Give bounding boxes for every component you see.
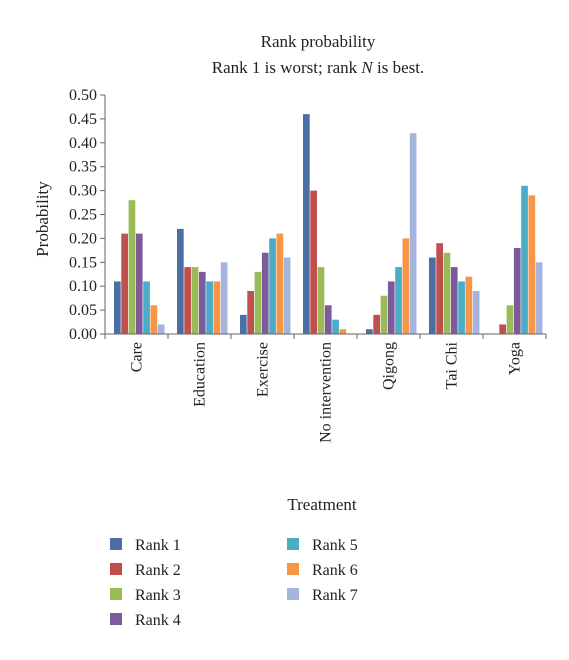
legend-swatch [110,588,122,600]
y-tick-label: 0.10 [69,278,97,295]
legend-swatch [110,613,122,625]
legend-swatch [110,563,122,575]
legend-swatch [287,588,299,600]
legend-label: Rank 4 [135,612,181,629]
bar [450,267,458,334]
legend-swatch [110,538,122,550]
legend: Rank 1 Rank 2 Rank 3 Rank 4 Rank 5 Rank 6 Rank… [110,537,358,629]
legend-swatch [287,538,299,550]
y-tick-label: 0.45 [69,111,97,128]
chart-subtitle: Rank 1 is worst; rank N is best. [212,58,425,77]
x-category-label: Exercise [255,342,272,397]
bar [198,271,206,334]
bar [535,262,543,334]
bar [213,281,221,334]
x-category-label: Tai Chi [444,341,461,389]
bar [458,281,465,334]
bar [521,185,528,334]
bar [206,281,213,334]
bar [254,271,262,334]
bar [128,200,136,334]
bar [324,305,332,334]
y-tick-label: 0.30 [69,183,97,200]
x-axis: Care Education Exercise No intervention Qigo… [104,333,547,443]
y-tick-label: 0.15 [69,254,97,271]
bar [220,262,228,334]
y-tick-label: 0.50 [69,87,97,104]
bar [513,247,521,334]
bar [269,238,276,334]
bar [409,133,417,334]
legend-label: Rank 6 [312,562,358,579]
legend-label: Rank 1 [135,537,181,554]
bar [373,314,380,334]
bar [465,276,473,334]
bar [332,319,339,334]
bar [303,114,310,335]
y-tick-label: 0.00 [69,326,97,343]
legend-label: Rank 3 [135,587,181,604]
bar [472,290,480,334]
bar [317,267,325,334]
x-category-label: Yoga [507,342,524,375]
x-category-label: Education [192,342,209,407]
bar [114,281,121,334]
bar [387,281,395,334]
bar [310,190,317,334]
bar [436,243,443,334]
bar [247,290,254,334]
y-tick-label: 0.25 [69,207,97,224]
x-category-label: No intervention [318,342,335,443]
x-category-label: Care [129,342,146,372]
bar [395,267,402,334]
bar [191,267,199,334]
bar [402,238,410,334]
legend-label: Rank 2 [135,562,181,579]
legend-swatch [287,563,299,575]
bar [177,228,184,334]
bar [157,324,165,334]
x-category-label: Qigong [381,342,398,390]
bar [380,295,388,334]
bar [506,305,514,334]
legend-label: Rank 5 [312,537,358,554]
bar [276,233,284,334]
chart-title: Rank probability [261,32,376,51]
y-tick-label: 0.05 [69,302,97,319]
y-axis: 0.00 0.05 0.10 0.15 0.20 0.25 0.30 0.35 0.40 0.45… [69,87,106,343]
bar [135,233,143,334]
bar [150,305,158,334]
bar [443,252,451,334]
y-tick-label: 0.40 [69,135,97,152]
bar [283,257,291,334]
y-tick-label: 0.35 [69,159,97,176]
bar [339,329,347,334]
bar [429,257,436,334]
bar [261,252,269,334]
y-axis-title: Probability [33,181,52,257]
bar [184,267,191,334]
bars-group [114,114,543,335]
bar [366,329,373,334]
bar [499,324,506,334]
y-tick-label: 0.20 [69,230,97,247]
bar [121,233,128,334]
bar [143,281,150,334]
x-axis-title: Treatment [287,495,357,514]
bar [240,314,247,334]
bar [528,195,536,334]
legend-label: Rank 7 [312,587,358,604]
